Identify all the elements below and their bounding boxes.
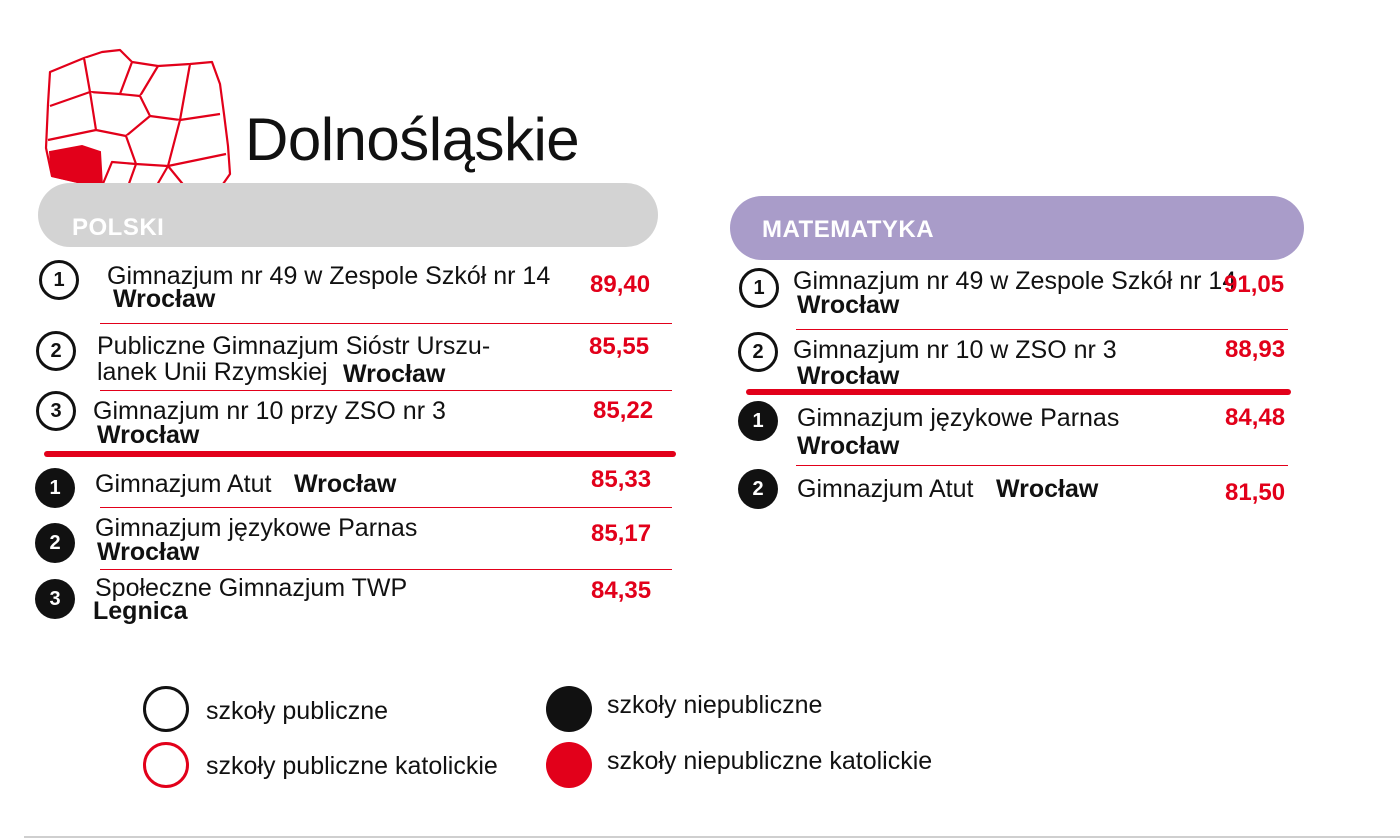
school-score: 84,35 [591,577,652,604]
school-score: 85,55 [589,333,650,360]
school-score: 89,40 [590,271,651,298]
school-name: Publiczne Gimnazjum Sióstr Urszu- [97,332,491,360]
school-name: Gimnazjum nr 10 w ZSO nr 3 [793,336,1117,364]
legend-nonpublic-catholic-icon [546,742,592,788]
rank-badge: 1 [39,260,79,300]
legend-public-icon [143,686,189,732]
polski-header [38,183,658,247]
school-name: lanek Unii Rzymskiej [97,358,328,386]
polski-label: POLSKI [72,214,165,241]
section-divider [746,389,1291,395]
row-divider [100,323,672,324]
rank-badge: 1 [738,401,778,441]
legend-public-catholic-icon [143,742,189,788]
school-city: Wrocław [343,360,446,388]
row-divider [796,329,1288,330]
rank-badge: 3 [35,579,75,619]
school-city: Wrocław [797,432,900,460]
school-name: Gimnazjum nr 49 w Zespole Szkół nr 14 [107,262,551,290]
school-city: Wrocław [294,470,397,498]
rank-badge: 2 [36,331,76,371]
dolnoslaskie-region [48,144,104,188]
school-name: Gimnazjum Atut [797,475,974,503]
matematyka-label: MATEMATYKA [762,216,935,243]
legend-public-label: szkoły publiczne [206,697,389,725]
rank-badge: 2 [35,523,75,563]
school-score: 91,05 [1224,271,1285,298]
school-name: Gimnazjum nr 10 przy ZSO nr 3 [93,397,446,425]
school-score: 84,48 [1225,404,1286,431]
row-divider [100,390,672,391]
rank-badge: 2 [738,332,778,372]
school-name: Społeczne Gimnazjum TWP [95,574,408,602]
rank-badge: 2 [738,469,778,509]
school-city: Legnica [93,597,188,625]
school-score: 85,33 [591,466,652,493]
row-divider [796,465,1288,466]
school-score: 85,22 [593,397,654,424]
school-score: 81,50 [1225,479,1286,506]
school-name: Gimnazjum nr 49 w Zespole Szkół nr 14 [793,267,1237,295]
school-name: Gimnazjum językowe Parnas [95,514,418,542]
rank-badge: 1 [35,468,75,508]
school-score: 85,17 [591,520,652,547]
legend-nonpublic-icon [546,686,592,732]
section-divider [44,451,676,457]
school-city: Wrocław [797,291,900,319]
rank-badge: 3 [36,391,76,431]
legend-nonpublic-catholic-label: szkoły niepubliczne katolickie [607,747,933,775]
row-divider [100,569,672,570]
school-city: Wrocław [996,475,1099,503]
page-title: Dolnośląskie [245,106,580,173]
bottom-divider [24,836,1400,838]
school-name: Gimnazjum językowe Parnas [797,404,1120,432]
school-city: Wrocław [97,421,200,449]
school-city: Wrocław [97,538,200,566]
school-city: Wrocław [797,362,900,390]
school-score: 88,93 [1225,336,1286,363]
legend-public-catholic-label: szkoły publiczne katolickie [206,752,498,780]
school-name: Gimnazjum Atut [95,470,272,498]
legend-nonpublic-label: szkoły niepubliczne [607,691,823,719]
matematyka-header [730,196,1304,260]
poland-map-icon [44,48,232,222]
school-city: Wrocław [113,285,216,313]
row-divider [100,507,672,508]
rank-badge: 1 [739,268,779,308]
